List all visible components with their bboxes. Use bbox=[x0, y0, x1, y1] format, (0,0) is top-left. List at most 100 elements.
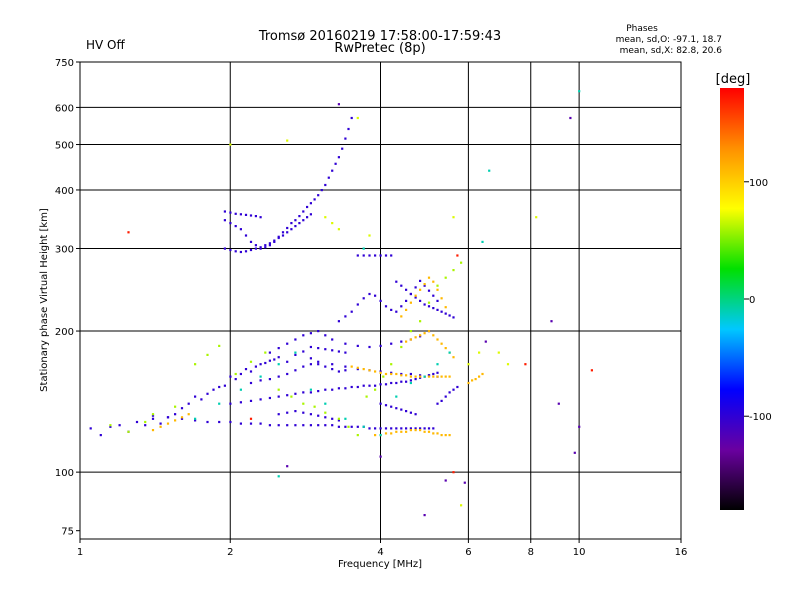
data-point bbox=[324, 365, 327, 368]
data-point bbox=[298, 215, 301, 218]
data-point bbox=[390, 308, 393, 311]
data-point bbox=[400, 305, 403, 308]
data-point bbox=[436, 308, 439, 311]
data-point bbox=[294, 410, 297, 413]
data-point bbox=[427, 301, 431, 304]
data-point bbox=[368, 369, 371, 372]
data-point bbox=[405, 427, 408, 430]
data-point bbox=[337, 320, 340, 323]
data-point bbox=[99, 434, 102, 437]
data-point bbox=[379, 299, 382, 302]
data-point bbox=[239, 388, 242, 391]
data-point bbox=[427, 276, 431, 279]
data-point bbox=[356, 303, 359, 306]
data-point bbox=[379, 254, 382, 257]
data-point bbox=[448, 314, 451, 317]
data-point bbox=[309, 357, 312, 360]
x-axis-label: Frequency [MHz] bbox=[338, 559, 422, 570]
data-point bbox=[302, 334, 305, 337]
data-point bbox=[400, 345, 403, 349]
data-point bbox=[409, 379, 412, 382]
data-point bbox=[174, 413, 177, 416]
data-point bbox=[180, 416, 184, 419]
data-point bbox=[350, 310, 353, 313]
data-point bbox=[259, 379, 262, 382]
data-point bbox=[427, 305, 431, 308]
data-point bbox=[302, 219, 305, 222]
data-point bbox=[573, 451, 576, 454]
data-point bbox=[294, 392, 297, 395]
data-point bbox=[419, 299, 422, 302]
data-point bbox=[249, 360, 253, 363]
data-point bbox=[427, 427, 431, 430]
data-point bbox=[200, 398, 203, 401]
data-point bbox=[290, 395, 293, 398]
data-point bbox=[239, 213, 242, 216]
data-point bbox=[249, 240, 253, 243]
data-point bbox=[488, 169, 491, 172]
data-point bbox=[478, 351, 481, 354]
data-point bbox=[268, 424, 271, 427]
data-point bbox=[324, 411, 327, 414]
data-point bbox=[362, 384, 365, 387]
data-point bbox=[277, 475, 280, 478]
data-point bbox=[497, 351, 500, 354]
colorbar-tick-label: 0 bbox=[749, 295, 755, 306]
data-point bbox=[379, 383, 382, 386]
data-point bbox=[194, 395, 197, 398]
data-point bbox=[356, 366, 359, 369]
data-point bbox=[414, 296, 417, 299]
data-point bbox=[268, 351, 271, 354]
data-point bbox=[414, 378, 417, 381]
data-point bbox=[423, 430, 426, 433]
data-point bbox=[254, 247, 257, 250]
data-point bbox=[331, 368, 334, 371]
x-tick-label: 1 bbox=[77, 547, 83, 558]
data-point bbox=[405, 340, 408, 343]
data-point bbox=[259, 363, 262, 366]
data-point bbox=[317, 330, 320, 333]
data-point bbox=[268, 244, 271, 247]
data-point bbox=[471, 379, 474, 382]
status-label: HV Off bbox=[86, 38, 125, 52]
data-point bbox=[218, 385, 221, 389]
data-point bbox=[234, 212, 237, 215]
data-point bbox=[309, 202, 312, 205]
data-point bbox=[273, 240, 276, 243]
data-point bbox=[159, 425, 162, 428]
data-point bbox=[436, 363, 439, 366]
data-point bbox=[294, 369, 297, 372]
data-point bbox=[109, 425, 112, 428]
data-point bbox=[384, 305, 388, 308]
data-point bbox=[344, 369, 347, 372]
data-point bbox=[452, 216, 455, 219]
data-point bbox=[432, 307, 435, 310]
data-point bbox=[524, 363, 527, 366]
data-point bbox=[344, 365, 347, 368]
y-axis: 75 100 200 300 400 500 600 750 bbox=[55, 58, 80, 538]
data-point bbox=[341, 147, 344, 150]
data-point bbox=[324, 216, 327, 219]
data-point bbox=[405, 380, 408, 383]
chart-title-line1: Tromsø 20160219 17:58:00-17:59:43 bbox=[258, 29, 501, 44]
data-point bbox=[384, 404, 388, 407]
data-point bbox=[259, 247, 262, 250]
data-point bbox=[166, 422, 170, 425]
data-point bbox=[166, 416, 170, 419]
data-point bbox=[444, 434, 447, 437]
colorbar-ticks: 100 0 -100 bbox=[744, 178, 772, 423]
data-point bbox=[151, 429, 155, 432]
data-point bbox=[268, 242, 271, 245]
data-point bbox=[467, 381, 470, 385]
data-point bbox=[452, 269, 455, 272]
data-point bbox=[419, 374, 422, 377]
grid bbox=[80, 62, 681, 539]
data-point bbox=[309, 363, 312, 366]
data-point bbox=[344, 137, 347, 140]
data-point bbox=[174, 419, 177, 422]
data-point bbox=[379, 434, 382, 437]
data-point bbox=[344, 425, 347, 428]
data-point bbox=[444, 312, 447, 315]
data-point bbox=[309, 345, 312, 349]
data-point bbox=[390, 427, 393, 430]
